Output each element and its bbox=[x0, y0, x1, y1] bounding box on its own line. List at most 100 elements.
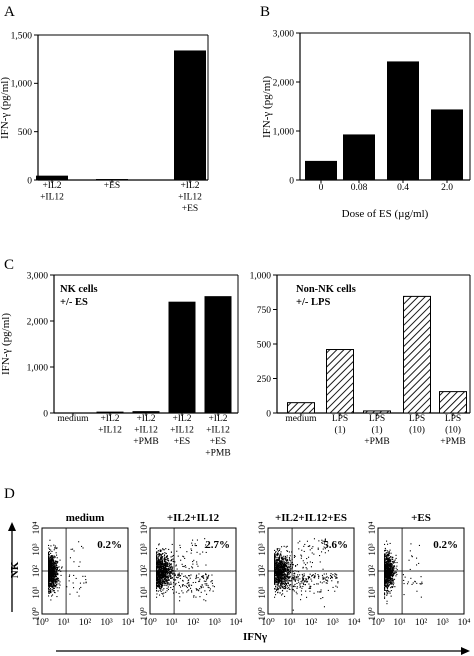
flow-dot bbox=[285, 574, 287, 576]
flow-dot bbox=[288, 564, 290, 566]
flow-dot bbox=[52, 564, 54, 566]
flow-dot bbox=[326, 576, 328, 578]
flow-dot bbox=[316, 583, 318, 585]
flow-dot bbox=[306, 540, 308, 542]
flow-dot bbox=[166, 585, 168, 587]
flow-dot bbox=[279, 560, 281, 562]
flow-dot bbox=[195, 578, 197, 580]
flow-dot bbox=[284, 569, 286, 571]
flow-dot bbox=[385, 552, 387, 554]
flow-dot bbox=[160, 574, 162, 576]
flow-dot bbox=[156, 575, 158, 577]
flow-dot bbox=[298, 548, 300, 550]
flow-dot bbox=[50, 592, 52, 594]
y-tick-label: 2,000 bbox=[27, 317, 49, 327]
flow-dot bbox=[391, 586, 393, 588]
flow-dot bbox=[189, 577, 191, 579]
flow-dot bbox=[199, 578, 201, 580]
flow-dot bbox=[171, 569, 173, 571]
flow-dot bbox=[51, 585, 53, 587]
flow-dot bbox=[56, 578, 58, 580]
flow-dot bbox=[289, 566, 291, 568]
flow-dot bbox=[295, 565, 297, 567]
flow-dot bbox=[392, 581, 394, 583]
flow-dot bbox=[330, 577, 332, 579]
flow-dot bbox=[284, 557, 286, 559]
flow-dot bbox=[388, 551, 390, 553]
flow-dot bbox=[281, 580, 283, 582]
flow-dot bbox=[157, 561, 159, 563]
flow-dot bbox=[418, 562, 420, 564]
flow-dot bbox=[159, 589, 161, 591]
flow-dot bbox=[48, 592, 50, 594]
flow-dot bbox=[384, 559, 386, 561]
flow-dot bbox=[156, 582, 158, 584]
flow-dot bbox=[160, 570, 162, 572]
flow-dot bbox=[307, 545, 309, 547]
flow-dot bbox=[387, 562, 389, 564]
flow-dot bbox=[160, 587, 162, 589]
flow-dot bbox=[393, 561, 395, 563]
flow-dot bbox=[48, 573, 50, 575]
flow-dot bbox=[165, 575, 167, 577]
x-category-label: +IL2 bbox=[208, 414, 227, 424]
flow-dot bbox=[287, 574, 289, 576]
flow-dot bbox=[165, 569, 167, 571]
flow-dot bbox=[389, 581, 391, 583]
flow-dot bbox=[48, 590, 50, 592]
x-category-label: +IL12 bbox=[134, 426, 158, 436]
flow-dot bbox=[56, 547, 58, 549]
flow-dot bbox=[156, 578, 158, 580]
flow-dot bbox=[384, 583, 386, 585]
flow-dot bbox=[161, 563, 163, 565]
flow-dot bbox=[161, 553, 163, 555]
flow-dot bbox=[48, 560, 50, 562]
flow-dot bbox=[286, 571, 288, 573]
flow-dot bbox=[276, 574, 278, 576]
flow-dot bbox=[160, 554, 162, 556]
bar bbox=[287, 402, 315, 414]
flow-dot bbox=[317, 583, 319, 585]
flow-dot bbox=[56, 565, 58, 567]
flow-dot bbox=[274, 567, 276, 569]
flow-dot bbox=[48, 556, 50, 558]
flow-dot bbox=[167, 570, 169, 572]
flow-dot bbox=[157, 573, 159, 575]
flow-dot bbox=[167, 583, 169, 585]
flow-dot bbox=[283, 574, 285, 576]
flow-dot bbox=[53, 555, 55, 557]
flow-dot bbox=[164, 559, 166, 561]
flow-dot bbox=[403, 579, 405, 581]
flow-dot bbox=[389, 591, 391, 593]
flow-dot bbox=[331, 575, 333, 577]
flow-dot bbox=[289, 580, 291, 582]
flow-dot bbox=[394, 571, 396, 573]
flow-dot bbox=[302, 582, 304, 584]
flow-dot bbox=[157, 565, 159, 567]
flow-dot bbox=[291, 558, 293, 560]
flow-dot bbox=[205, 574, 207, 576]
flow-y-tick-label: 10³ bbox=[32, 543, 42, 556]
flow-dot bbox=[283, 545, 285, 547]
flow-dot bbox=[334, 590, 336, 592]
flow-dot bbox=[388, 551, 390, 553]
flow-dot bbox=[159, 554, 161, 556]
x-axis-label: Dose of ES (µg/ml) bbox=[342, 208, 429, 220]
flow-dot bbox=[286, 555, 288, 557]
flow-dot bbox=[58, 579, 60, 581]
flow-dot bbox=[163, 569, 165, 571]
flow-dot bbox=[318, 575, 320, 577]
flow-dot bbox=[293, 556, 295, 558]
flow-dot bbox=[54, 569, 56, 571]
flow-dot bbox=[394, 562, 396, 564]
flow-dot bbox=[393, 562, 395, 564]
flow-dot bbox=[161, 567, 163, 569]
flow-dot bbox=[388, 590, 390, 592]
flow-dot bbox=[205, 551, 207, 553]
flow-dot bbox=[281, 578, 283, 580]
flow-dot bbox=[385, 569, 387, 571]
flow-dot bbox=[276, 574, 278, 576]
flow-dot bbox=[52, 557, 54, 559]
flow-dot bbox=[161, 562, 163, 564]
flow-dot bbox=[321, 582, 323, 584]
